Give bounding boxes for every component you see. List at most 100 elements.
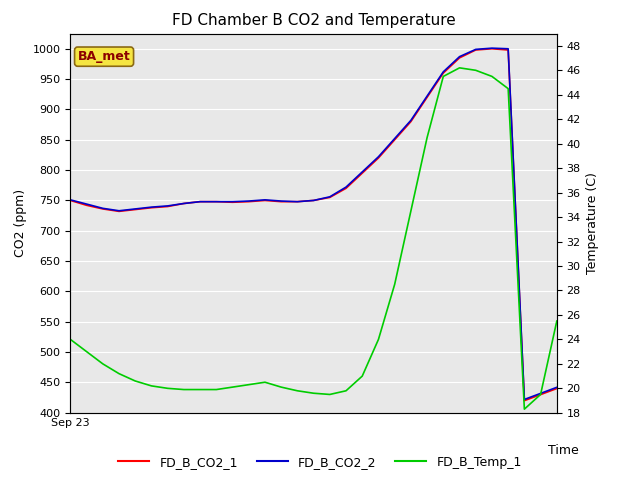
Text: BA_met: BA_met: [77, 50, 131, 63]
FD_B_CO2_2: [488, 45, 496, 51]
FD_B_CO2_2: [83, 201, 90, 207]
FD_B_CO2_1: [294, 199, 301, 204]
FD_B_CO2_1: [407, 119, 415, 124]
FD_B_CO2_2: [456, 54, 463, 60]
FD_B_Temp_1: [212, 387, 220, 393]
FD_B_CO2_2: [391, 136, 399, 142]
FD_B_CO2_2: [310, 198, 317, 204]
Title: FD Chamber B CO2 and Temperature: FD Chamber B CO2 and Temperature: [172, 13, 456, 28]
FD_B_CO2_2: [228, 199, 236, 204]
FD_B_Temp_1: [180, 387, 188, 393]
FD_B_Temp_1: [228, 384, 236, 390]
FD_B_CO2_2: [537, 391, 545, 396]
FD_B_CO2_1: [83, 203, 90, 208]
FD_B_Temp_1: [391, 281, 399, 287]
FD_B_CO2_1: [228, 199, 236, 205]
FD_B_CO2_1: [131, 207, 139, 213]
FD_B_Temp_1: [456, 65, 463, 71]
FD_B_CO2_2: [326, 194, 333, 200]
FD_B_CO2_2: [99, 205, 107, 211]
FD_B_CO2_2: [374, 154, 382, 160]
FD_B_CO2_2: [342, 184, 350, 190]
FD_B_CO2_1: [245, 199, 253, 204]
Line: FD_B_CO2_2: FD_B_CO2_2: [70, 48, 557, 399]
FD_B_CO2_1: [67, 198, 74, 204]
FD_B_Temp_1: [488, 73, 496, 79]
FD_B_Temp_1: [423, 135, 431, 141]
FD_B_Temp_1: [407, 208, 415, 214]
FD_B_CO2_2: [261, 197, 269, 203]
FD_B_CO2_2: [212, 199, 220, 204]
FD_B_CO2_1: [553, 385, 561, 391]
FD_B_Temp_1: [342, 388, 350, 394]
FD_B_CO2_2: [407, 118, 415, 123]
FD_B_CO2_2: [472, 47, 479, 52]
FD_B_CO2_1: [440, 70, 447, 76]
FD_B_CO2_1: [212, 199, 220, 204]
Y-axis label: Temperature (C): Temperature (C): [586, 172, 599, 274]
FD_B_CO2_1: [261, 198, 269, 204]
FD_B_CO2_1: [196, 199, 204, 204]
FD_B_Temp_1: [472, 67, 479, 73]
FD_B_Temp_1: [245, 382, 253, 387]
FD_B_CO2_1: [504, 47, 512, 53]
FD_B_CO2_2: [196, 199, 204, 204]
FD_B_CO2_1: [115, 208, 123, 214]
FD_B_CO2_2: [115, 208, 123, 214]
FD_B_Temp_1: [83, 349, 90, 355]
FD_B_CO2_2: [440, 69, 447, 75]
Y-axis label: CO2 (ppm): CO2 (ppm): [14, 189, 27, 257]
FD_B_CO2_1: [391, 137, 399, 143]
FD_B_Temp_1: [67, 336, 74, 342]
FD_B_CO2_1: [310, 198, 317, 204]
FD_B_CO2_1: [456, 55, 463, 61]
FD_B_CO2_1: [164, 204, 172, 209]
FD_B_CO2_1: [374, 155, 382, 161]
FD_B_CO2_2: [423, 93, 431, 99]
FD_B_CO2_2: [180, 201, 188, 206]
FD_B_CO2_1: [520, 398, 528, 404]
FD_B_Temp_1: [131, 378, 139, 384]
FD_B_Temp_1: [440, 73, 447, 79]
FD_B_Temp_1: [504, 86, 512, 92]
FD_B_Temp_1: [164, 385, 172, 391]
FD_B_CO2_2: [67, 197, 74, 203]
FD_B_Temp_1: [261, 379, 269, 385]
FD_B_Temp_1: [294, 388, 301, 394]
FD_B_Temp_1: [99, 361, 107, 367]
FD_B_CO2_2: [504, 46, 512, 52]
FD_B_CO2_1: [148, 205, 156, 211]
FD_B_Temp_1: [326, 392, 333, 397]
FD_B_Temp_1: [553, 318, 561, 324]
FD_B_CO2_2: [520, 396, 528, 402]
FD_B_Temp_1: [310, 390, 317, 396]
FD_B_CO2_1: [277, 199, 285, 204]
FD_B_Temp_1: [520, 406, 528, 412]
FD_B_Temp_1: [115, 371, 123, 376]
FD_B_CO2_1: [326, 194, 333, 200]
Line: FD_B_CO2_1: FD_B_CO2_1: [70, 49, 557, 401]
FD_B_CO2_1: [472, 47, 479, 53]
FD_B_CO2_1: [358, 170, 366, 176]
FD_B_CO2_1: [537, 392, 545, 397]
Text: Time: Time: [548, 444, 579, 456]
FD_B_Temp_1: [374, 336, 382, 342]
FD_B_Temp_1: [196, 387, 204, 393]
FD_B_CO2_2: [245, 198, 253, 204]
FD_B_CO2_2: [553, 384, 561, 390]
FD_B_Temp_1: [148, 383, 156, 389]
Line: FD_B_Temp_1: FD_B_Temp_1: [70, 68, 557, 409]
Legend: FD_B_CO2_1, FD_B_CO2_2, FD_B_Temp_1: FD_B_CO2_1, FD_B_CO2_2, FD_B_Temp_1: [113, 451, 527, 474]
FD_B_CO2_1: [99, 206, 107, 212]
FD_B_CO2_1: [488, 46, 496, 52]
FD_B_CO2_1: [423, 95, 431, 100]
FD_B_CO2_2: [277, 198, 285, 204]
FD_B_CO2_2: [131, 206, 139, 212]
FD_B_CO2_2: [164, 203, 172, 209]
FD_B_CO2_1: [180, 201, 188, 206]
FD_B_CO2_2: [294, 199, 301, 204]
FD_B_Temp_1: [358, 373, 366, 379]
FD_B_Temp_1: [537, 392, 545, 397]
FD_B_CO2_2: [148, 204, 156, 210]
FD_B_CO2_2: [358, 169, 366, 175]
